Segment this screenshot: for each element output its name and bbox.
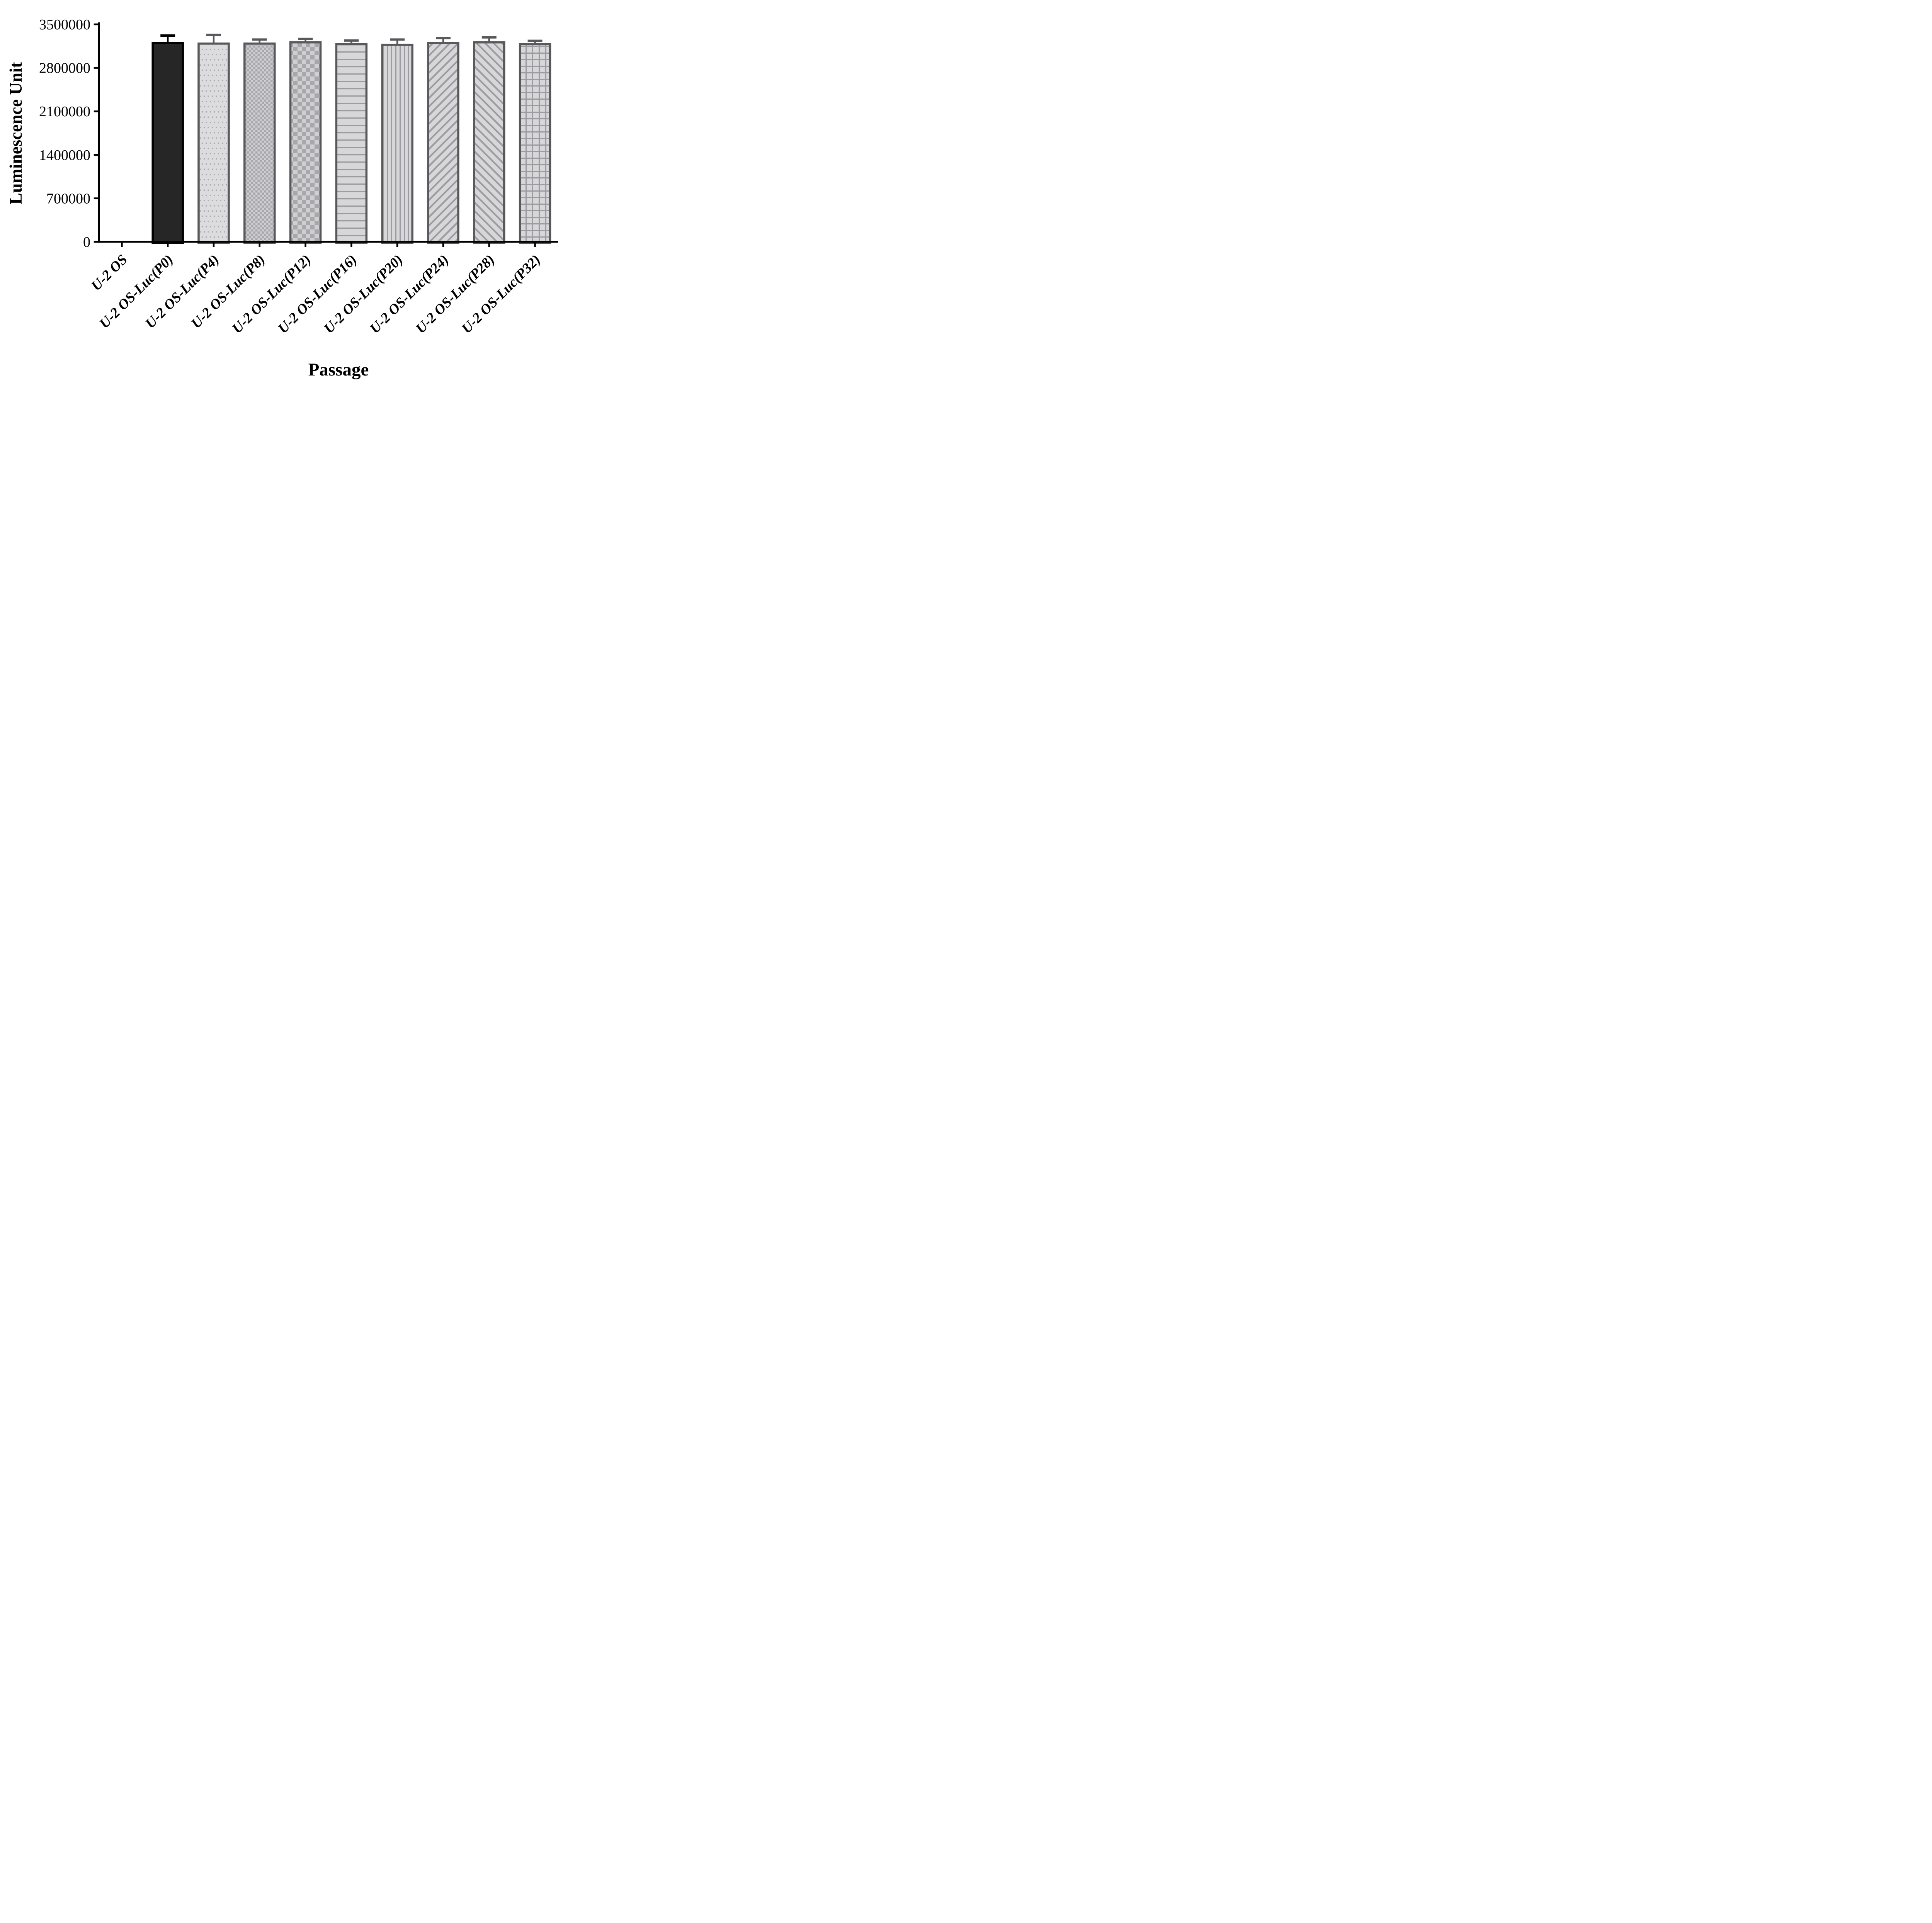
bar-u-2-os-luc-p28 [473, 41, 505, 244]
x-category-label: U-2 OS-Luc(P20) [321, 251, 406, 336]
bar-u-2-os-luc-p16 [335, 43, 368, 244]
y-tick-label: 0 [83, 234, 90, 250]
bar-u-2-os-luc-p4 [197, 42, 230, 244]
plot-area: 0 700000 1400000 2100000 2800000 3500000 U-2 O… [39, 17, 558, 336]
x-category-label: U-2 OS-Luc(P12) [229, 251, 314, 336]
y-tick-label: 3500000 [39, 17, 90, 33]
x-category-label: U-2 OS-Luc(P32) [459, 251, 544, 336]
bar-chart: 0 700000 1400000 2100000 2800000 3500000 U-2 O… [6, 17, 558, 380]
bar-u-2-os-luc-p24 [427, 42, 459, 244]
bar-u-2-os-luc-p12 [289, 41, 322, 244]
y-tick-label: 700000 [46, 190, 90, 207]
y-tick-label: 2800000 [39, 60, 90, 76]
bar-chart-figure: 0 700000 1400000 2100000 2800000 3500000 U-2 O… [0, 0, 567, 385]
y-tick-label: 1400000 [39, 147, 90, 163]
y-tick-label: 2100000 [39, 104, 90, 120]
x-category-label: U-2 OS [88, 251, 131, 294]
x-category-label: U-2 OS-Luc(P16) [275, 251, 360, 336]
bar-u-2-os-luc-p32 [519, 43, 551, 244]
x-category-label: U-2 OS-Luc(P24) [367, 251, 452, 336]
bar-u-2-os-luc-p0 [151, 42, 184, 244]
x-axis-title: Passage [308, 360, 369, 380]
bar-u-2-os-luc-p8 [243, 42, 276, 244]
y-axis-title: Luminescence Unit [6, 62, 26, 205]
x-category-label: U-2 OS-Luc(P28) [413, 251, 498, 336]
bar-u-2-os-luc-p20 [381, 44, 413, 244]
